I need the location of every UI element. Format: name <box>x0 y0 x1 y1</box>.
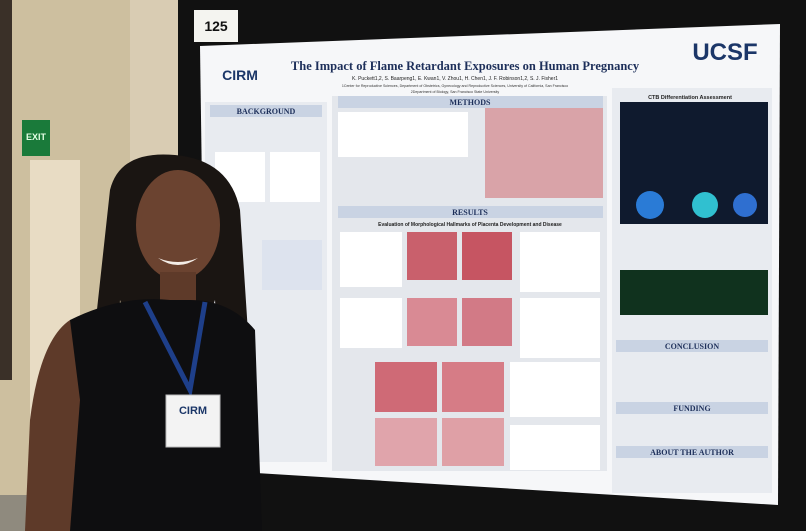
fluorescence-cell <box>636 191 664 219</box>
histology-image <box>375 418 437 466</box>
section-title: FUNDING <box>673 404 710 413</box>
histology-image <box>407 232 457 280</box>
histology-image <box>462 298 512 346</box>
chart-figure <box>340 298 402 348</box>
histology-image <box>485 108 603 198</box>
smile <box>158 258 198 265</box>
section-title: BACKGROUND <box>237 107 296 116</box>
logo-cirm: CIRM <box>222 67 258 83</box>
logo-ucsf: UCSF <box>692 39 757 66</box>
figure <box>338 112 468 157</box>
chart-figure <box>520 232 600 292</box>
chart-figure <box>510 425 600 470</box>
section-header <box>616 446 768 458</box>
section-title: ABOUT THE AUTHOR <box>650 448 734 457</box>
authors: K. Puckett1,2, S. Baarpeng1, E. Kwan1, V… <box>352 76 558 82</box>
section-header <box>338 206 603 218</box>
ctb-title: CTB Differentiation Assessment <box>648 95 732 101</box>
badge <box>165 394 221 448</box>
figure <box>262 240 322 290</box>
histology-image <box>462 232 512 280</box>
number-card <box>194 10 238 42</box>
section-header <box>338 96 603 108</box>
badge-logo: CIRM <box>179 405 207 417</box>
exit-sign <box>22 120 50 156</box>
section-header <box>210 105 322 117</box>
fluorescence-images <box>620 270 768 315</box>
fluorescence-cell <box>692 192 718 218</box>
section-title: METHODS <box>450 98 491 107</box>
section-header <box>616 340 768 352</box>
results-subtitle: Evaluation of Morphological Hallmarks of… <box>378 222 562 228</box>
section-title: RESULTS <box>452 208 488 217</box>
arm <box>25 320 80 531</box>
door-frame <box>0 0 12 380</box>
chart-figure <box>340 232 402 287</box>
top <box>60 299 262 531</box>
histology-image <box>375 362 437 412</box>
affiliation: 1Center for Reproductive Sciences, Depar… <box>342 84 568 88</box>
chart-figure <box>520 298 600 358</box>
neck <box>160 272 196 302</box>
affiliation: 2Department of Biology, San Francisco St… <box>411 90 500 94</box>
poster-title: The Impact of Flame Retardant Exposures … <box>291 59 640 73</box>
section-header <box>616 402 768 414</box>
face <box>136 170 220 280</box>
histology-image <box>442 362 504 412</box>
fluorescence-cell <box>733 193 757 217</box>
poster-number: 125 <box>204 18 228 34</box>
histology-image <box>407 298 457 346</box>
figure <box>270 152 320 202</box>
exit-text: EXIT <box>26 132 47 142</box>
histology-image <box>442 418 504 466</box>
lanyard <box>142 300 208 398</box>
chart-figure <box>510 362 600 417</box>
section-title: CONCLUSION <box>665 342 719 351</box>
